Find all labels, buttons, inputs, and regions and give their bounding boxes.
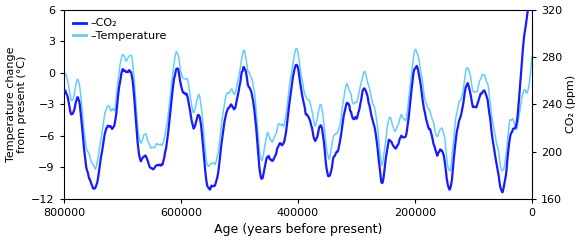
Legend: –CO₂, –Temperature: –CO₂, –Temperature — [69, 15, 170, 44]
X-axis label: Age (years before present): Age (years before present) — [214, 223, 382, 236]
Y-axis label: Temperature change
from present (°C): Temperature change from present (°C) — [6, 46, 27, 162]
Y-axis label: CO₂ (ppm): CO₂ (ppm) — [566, 75, 576, 133]
